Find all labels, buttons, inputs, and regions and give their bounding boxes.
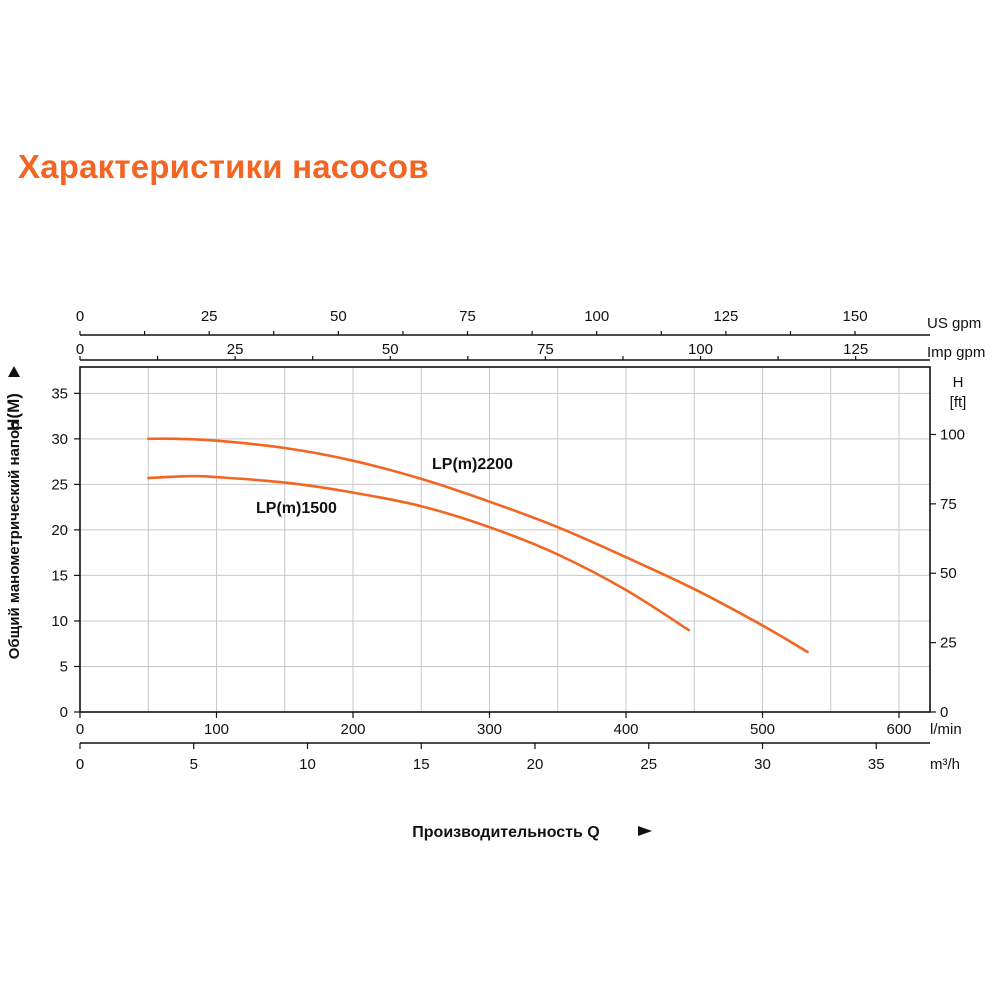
us-gpm-tick-label: 0 [76, 308, 84, 325]
y-tick-label: 25 [51, 476, 68, 493]
m3h-tick-label: 35 [868, 756, 885, 773]
m3h-tick-label: 0 [76, 756, 84, 773]
x-axis-title: Производительность Q [412, 824, 599, 841]
y-tick-label: 20 [51, 522, 68, 539]
x-tick-label: 600 [886, 721, 911, 738]
y-right-tick-label: 50 [940, 565, 957, 582]
y-axis-unit: H(M) [4, 393, 23, 431]
m3h-tick-label: 30 [754, 756, 771, 773]
x-unit-label: l/min [930, 721, 962, 738]
imp-gpm-tick-label: 0 [76, 341, 84, 358]
us-gpm-unit-label: US gpm [927, 315, 981, 332]
y-tick-label: 0 [60, 704, 68, 721]
y-right-tick-label: 100 [940, 426, 965, 443]
y-right-tick-label: 25 [940, 635, 957, 652]
us-gpm-tick-label: 25 [201, 308, 218, 325]
series-line-lp-m-1500 [147, 474, 691, 632]
imp-gpm-tick-label: 25 [227, 341, 244, 358]
us-gpm-tick-label: 75 [459, 308, 476, 325]
us-gpm-tick-label: 100 [584, 308, 609, 325]
y-right-tick-label: 0 [940, 704, 948, 721]
us-gpm-tick-label: 150 [843, 308, 868, 325]
y-right-axis-label: H [953, 374, 964, 391]
imp-gpm-tick-label: 100 [688, 341, 713, 358]
y-tick-label: 10 [51, 613, 68, 630]
m3h-unit-label: m³/h [930, 756, 960, 773]
x-tick-label: 200 [340, 721, 365, 738]
m3h-tick-label: 5 [190, 756, 198, 773]
y-tick-label: 5 [60, 658, 68, 675]
imp-gpm-tick-label: 50 [382, 341, 399, 358]
m3h-tick-label: 15 [413, 756, 430, 773]
series-label-lp-m-2200: LP(m)2200 [432, 456, 513, 473]
x-axis-arrow-icon [638, 826, 652, 836]
x-tick-label: 400 [613, 721, 638, 738]
x-tick-label: 100 [204, 721, 229, 738]
y-tick-label: 35 [51, 385, 68, 402]
imp-gpm-unit-label: Imp gpm [927, 344, 985, 361]
y-axis-arrow-icon [8, 366, 20, 377]
grid [80, 367, 930, 712]
m3h-tick-label: 25 [640, 756, 657, 773]
imp-gpm-tick-label: 75 [537, 341, 554, 358]
y-tick-label: 15 [51, 567, 68, 584]
y-axis-title: Общий манометрический напор [6, 421, 23, 660]
y-right-axis-unit: [ft] [950, 394, 967, 411]
series-line-lp-m-2200 [147, 437, 809, 654]
plot-frame [79, 366, 931, 713]
series-group [147, 437, 809, 654]
x-tick-label: 300 [477, 721, 502, 738]
x-tick-label: 0 [76, 721, 84, 738]
series-label-lp-m-1500: LP(m)1500 [256, 500, 337, 517]
y-right-tick-label: 75 [940, 496, 957, 513]
us-gpm-tick-label: 125 [713, 308, 738, 325]
page-title: Характеристики насосов [18, 148, 429, 185]
m3h-tick-label: 20 [527, 756, 544, 773]
x-tick-label: 500 [750, 721, 775, 738]
imp-gpm-tick-label: 125 [843, 341, 868, 358]
m3h-tick-label: 10 [299, 756, 316, 773]
us-gpm-tick-label: 50 [330, 308, 347, 325]
y-tick-label: 30 [51, 431, 68, 448]
